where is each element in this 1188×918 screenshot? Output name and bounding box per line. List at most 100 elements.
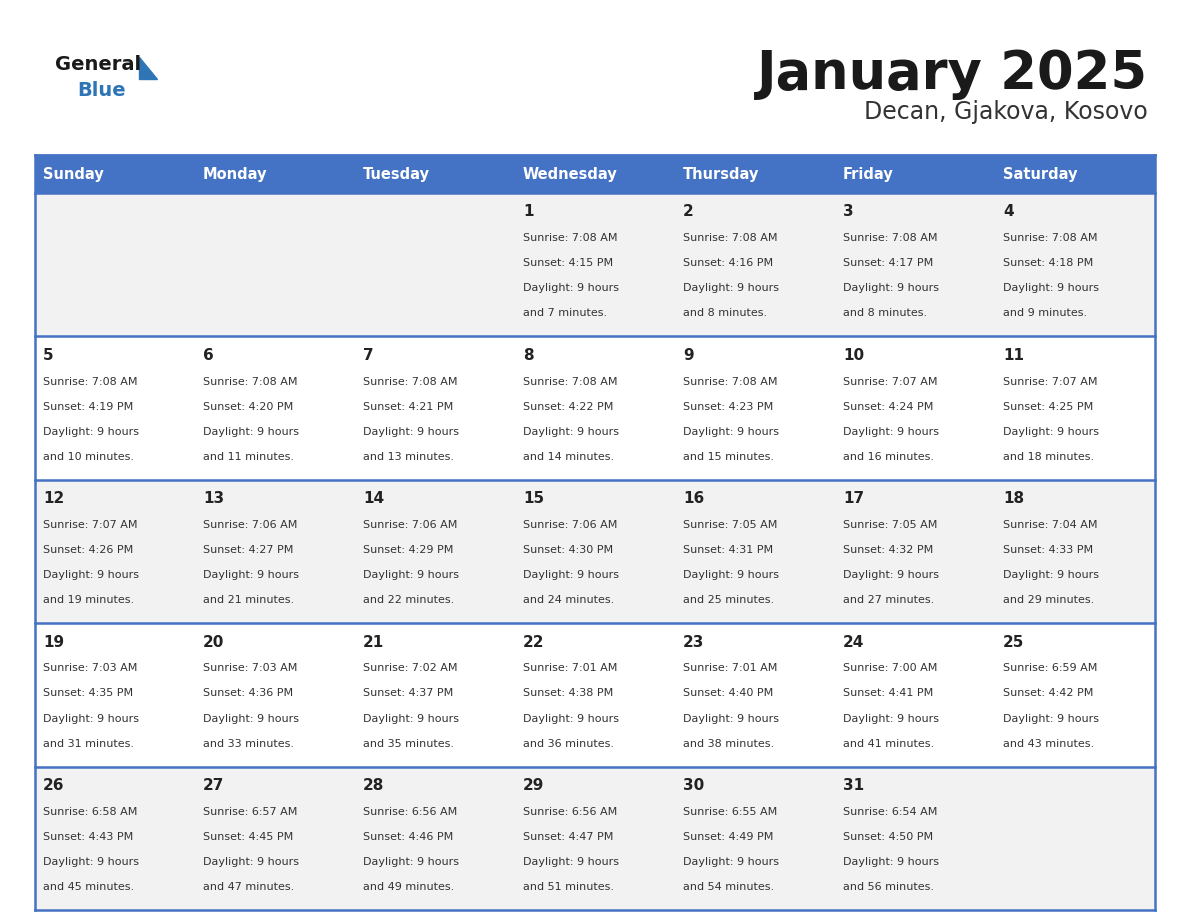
Text: and 9 minutes.: and 9 minutes. (1003, 308, 1087, 319)
Text: Sunset: 4:33 PM: Sunset: 4:33 PM (1003, 545, 1093, 555)
Text: Sunrise: 7:05 AM: Sunrise: 7:05 AM (843, 520, 937, 530)
Text: Sunrise: 6:56 AM: Sunrise: 6:56 AM (523, 807, 618, 817)
Text: Daylight: 9 hours: Daylight: 9 hours (523, 570, 619, 580)
Text: Decan, Gjakova, Kosovo: Decan, Gjakova, Kosovo (864, 100, 1148, 124)
Text: Sunset: 4:25 PM: Sunset: 4:25 PM (1003, 402, 1093, 411)
Text: and 8 minutes.: and 8 minutes. (683, 308, 767, 319)
Text: Sunset: 4:49 PM: Sunset: 4:49 PM (683, 832, 773, 842)
Text: and 35 minutes.: and 35 minutes. (364, 739, 454, 749)
Text: 4: 4 (1003, 205, 1013, 219)
Text: Sunday: Sunday (43, 166, 103, 182)
Text: Daylight: 9 hours: Daylight: 9 hours (683, 856, 779, 867)
Text: 31: 31 (843, 778, 864, 793)
Text: 16: 16 (683, 491, 704, 506)
Text: Wednesday: Wednesday (523, 166, 618, 182)
Text: Sunrise: 7:04 AM: Sunrise: 7:04 AM (1003, 520, 1098, 530)
Text: Sunrise: 6:54 AM: Sunrise: 6:54 AM (843, 807, 937, 817)
Text: 28: 28 (364, 778, 385, 793)
Text: Sunset: 4:46 PM: Sunset: 4:46 PM (364, 832, 454, 842)
Text: and 51 minutes.: and 51 minutes. (523, 882, 614, 892)
Text: and 25 minutes.: and 25 minutes. (683, 595, 775, 605)
Text: and 21 minutes.: and 21 minutes. (203, 595, 295, 605)
Text: Sunrise: 7:02 AM: Sunrise: 7:02 AM (364, 664, 457, 673)
Text: Sunset: 4:35 PM: Sunset: 4:35 PM (43, 688, 133, 699)
Text: Sunrise: 7:01 AM: Sunrise: 7:01 AM (683, 664, 777, 673)
Text: Sunrise: 7:07 AM: Sunrise: 7:07 AM (843, 376, 937, 386)
Text: Sunrise: 7:01 AM: Sunrise: 7:01 AM (523, 664, 618, 673)
Text: Sunset: 4:43 PM: Sunset: 4:43 PM (43, 832, 133, 842)
Text: 13: 13 (203, 491, 225, 506)
Text: Sunset: 4:24 PM: Sunset: 4:24 PM (843, 402, 934, 411)
Text: and 49 minutes.: and 49 minutes. (364, 882, 454, 892)
Text: Daylight: 9 hours: Daylight: 9 hours (843, 713, 939, 723)
Text: Sunset: 4:47 PM: Sunset: 4:47 PM (523, 832, 613, 842)
Text: Daylight: 9 hours: Daylight: 9 hours (43, 713, 139, 723)
Text: Daylight: 9 hours: Daylight: 9 hours (1003, 570, 1099, 580)
Text: Sunrise: 7:03 AM: Sunrise: 7:03 AM (43, 664, 138, 673)
Text: Sunrise: 7:05 AM: Sunrise: 7:05 AM (683, 520, 777, 530)
Text: Daylight: 9 hours: Daylight: 9 hours (203, 856, 299, 867)
Text: Sunrise: 6:58 AM: Sunrise: 6:58 AM (43, 807, 138, 817)
Text: 25: 25 (1003, 634, 1024, 650)
Text: Blue: Blue (77, 81, 126, 100)
Text: Sunset: 4:19 PM: Sunset: 4:19 PM (43, 402, 133, 411)
Text: Saturday: Saturday (1003, 166, 1078, 182)
Text: Daylight: 9 hours: Daylight: 9 hours (203, 427, 299, 437)
Bar (34, 193, 1155, 336)
Text: and 31 minutes.: and 31 minutes. (43, 739, 134, 749)
Text: Sunset: 4:17 PM: Sunset: 4:17 PM (843, 258, 934, 268)
Text: 20: 20 (203, 634, 225, 650)
Text: and 19 minutes.: and 19 minutes. (43, 595, 134, 605)
Text: 7: 7 (364, 348, 373, 363)
Text: Sunrise: 7:08 AM: Sunrise: 7:08 AM (523, 376, 618, 386)
Text: Sunrise: 7:08 AM: Sunrise: 7:08 AM (43, 376, 138, 386)
Text: Sunrise: 6:59 AM: Sunrise: 6:59 AM (1003, 664, 1098, 673)
Text: 15: 15 (523, 491, 544, 506)
Text: and 56 minutes.: and 56 minutes. (843, 882, 934, 892)
Text: Sunrise: 6:56 AM: Sunrise: 6:56 AM (364, 807, 457, 817)
Text: 17: 17 (843, 491, 864, 506)
Text: and 10 minutes.: and 10 minutes. (43, 452, 134, 462)
Text: Daylight: 9 hours: Daylight: 9 hours (203, 570, 299, 580)
Text: Sunset: 4:36 PM: Sunset: 4:36 PM (203, 688, 293, 699)
Text: Daylight: 9 hours: Daylight: 9 hours (843, 856, 939, 867)
Text: Daylight: 9 hours: Daylight: 9 hours (203, 713, 299, 723)
Text: Sunset: 4:42 PM: Sunset: 4:42 PM (1003, 688, 1093, 699)
Text: Sunset: 4:27 PM: Sunset: 4:27 PM (203, 545, 293, 555)
Text: and 27 minutes.: and 27 minutes. (843, 595, 934, 605)
Text: Sunset: 4:21 PM: Sunset: 4:21 PM (364, 402, 454, 411)
Text: 8: 8 (523, 348, 533, 363)
Text: Sunrise: 7:08 AM: Sunrise: 7:08 AM (364, 376, 457, 386)
Bar (34, 155, 195, 193)
Text: Daylight: 9 hours: Daylight: 9 hours (683, 427, 779, 437)
Text: Sunrise: 7:07 AM: Sunrise: 7:07 AM (1003, 376, 1098, 386)
Text: and 43 minutes.: and 43 minutes. (1003, 739, 1094, 749)
Text: Daylight: 9 hours: Daylight: 9 hours (1003, 713, 1099, 723)
Text: Sunrise: 7:00 AM: Sunrise: 7:00 AM (843, 664, 937, 673)
Text: Sunrise: 7:06 AM: Sunrise: 7:06 AM (203, 520, 297, 530)
Text: Daylight: 9 hours: Daylight: 9 hours (843, 570, 939, 580)
Text: Daylight: 9 hours: Daylight: 9 hours (364, 713, 459, 723)
Text: Daylight: 9 hours: Daylight: 9 hours (843, 284, 939, 294)
Text: 2: 2 (683, 205, 694, 219)
Text: and 16 minutes.: and 16 minutes. (843, 452, 934, 462)
Text: and 36 minutes.: and 36 minutes. (523, 739, 614, 749)
Text: and 8 minutes.: and 8 minutes. (843, 308, 927, 319)
Text: 21: 21 (364, 634, 384, 650)
Text: Daylight: 9 hours: Daylight: 9 hours (364, 570, 459, 580)
Bar (34, 480, 1155, 623)
Bar (516, 155, 675, 193)
Bar (34, 767, 1155, 910)
Bar (835, 155, 996, 193)
Text: and 38 minutes.: and 38 minutes. (683, 739, 775, 749)
Text: Tuesday: Tuesday (364, 166, 430, 182)
Text: Sunrise: 7:03 AM: Sunrise: 7:03 AM (203, 664, 297, 673)
Text: Sunrise: 7:08 AM: Sunrise: 7:08 AM (683, 233, 777, 243)
Text: Daylight: 9 hours: Daylight: 9 hours (843, 427, 939, 437)
Text: Thursday: Thursday (683, 166, 759, 182)
Text: Sunset: 4:16 PM: Sunset: 4:16 PM (683, 258, 773, 268)
Text: Daylight: 9 hours: Daylight: 9 hours (43, 570, 139, 580)
Text: 9: 9 (683, 348, 694, 363)
Text: General: General (55, 55, 141, 74)
Text: Friday: Friday (843, 166, 893, 182)
